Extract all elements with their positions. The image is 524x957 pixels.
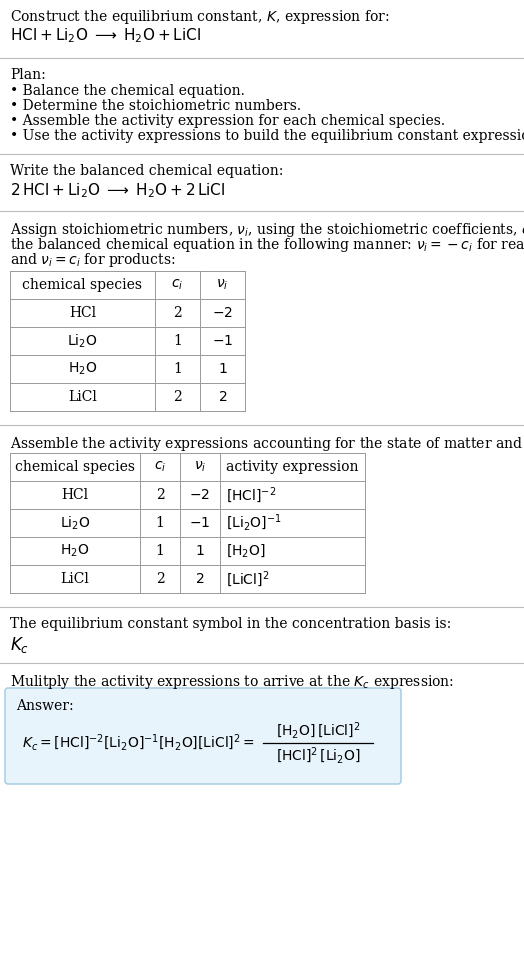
Text: $[\mathrm{LiCl}]^2$: $[\mathrm{LiCl}]^2$ <box>226 569 269 589</box>
Text: Assemble the activity expressions accounting for the state of matter and $\nu_i$: Assemble the activity expressions accoun… <box>10 435 524 453</box>
Text: 2: 2 <box>156 572 165 586</box>
Text: LiCl: LiCl <box>61 572 90 586</box>
FancyBboxPatch shape <box>5 688 401 784</box>
Text: Answer:: Answer: <box>16 699 74 713</box>
Text: Assign stoichiometric numbers, $\nu_i$, using the stoichiometric coefficients, $: Assign stoichiometric numbers, $\nu_i$, … <box>10 221 524 239</box>
Text: • Balance the chemical equation.: • Balance the chemical equation. <box>10 84 245 98</box>
Text: $-2$: $-2$ <box>212 306 233 320</box>
Text: Construct the equilibrium constant, $K$, expression for:: Construct the equilibrium constant, $K$,… <box>10 8 390 26</box>
Text: LiCl: LiCl <box>68 390 97 404</box>
Text: The equilibrium constant symbol in the concentration basis is:: The equilibrium constant symbol in the c… <box>10 617 451 631</box>
Text: 1: 1 <box>156 516 165 530</box>
Text: $1$: $1$ <box>195 544 205 558</box>
Text: $2\,\mathrm{HCl} + \mathrm{Li_2O} \;\longrightarrow\; \mathrm{H_2O} + 2\,\mathrm: $2\,\mathrm{HCl} + \mathrm{Li_2O} \;\lon… <box>10 181 225 200</box>
Text: chemical species: chemical species <box>15 460 135 474</box>
Text: HCl: HCl <box>69 306 96 320</box>
Text: $c_i$: $c_i$ <box>154 459 166 475</box>
Text: $\nu_i$: $\nu_i$ <box>194 459 206 475</box>
Text: $[\mathrm{Li_2O}]^{-1}$: $[\mathrm{Li_2O}]^{-1}$ <box>226 513 281 533</box>
Text: $\mathrm{H_2O}$: $\mathrm{H_2O}$ <box>68 361 97 377</box>
Text: • Assemble the activity expression for each chemical species.: • Assemble the activity expression for e… <box>10 114 445 128</box>
Text: $\nu_i$: $\nu_i$ <box>216 278 228 292</box>
Text: $K_c$: $K_c$ <box>10 635 29 655</box>
Text: $K_c = [\mathrm{HCl}]^{-2}[\mathrm{Li_2O}]^{-1}[\mathrm{H_2O}][\mathrm{LiCl}]^2 : $K_c = [\mathrm{HCl}]^{-2}[\mathrm{Li_2O… <box>22 733 255 753</box>
Text: $-1$: $-1$ <box>212 334 233 348</box>
Text: 1: 1 <box>156 544 165 558</box>
Text: Mulitply the activity expressions to arrive at the $K_c$ expression:: Mulitply the activity expressions to arr… <box>10 673 454 691</box>
Text: $[\mathrm{HCl}]^{-2}$: $[\mathrm{HCl}]^{-2}$ <box>226 485 276 505</box>
Text: and $\nu_i = c_i$ for products:: and $\nu_i = c_i$ for products: <box>10 251 176 269</box>
Text: $2$: $2$ <box>195 572 205 586</box>
Text: Write the balanced chemical equation:: Write the balanced chemical equation: <box>10 164 283 178</box>
Text: $\mathrm{Li_2O}$: $\mathrm{Li_2O}$ <box>67 332 97 349</box>
Text: 2: 2 <box>173 306 182 320</box>
Text: $1$: $1$ <box>217 362 227 376</box>
Text: 2: 2 <box>173 390 182 404</box>
Text: Plan:: Plan: <box>10 68 46 82</box>
Text: $-2$: $-2$ <box>190 488 211 502</box>
Text: $[\mathrm{H_2O}]$: $[\mathrm{H_2O}]$ <box>226 543 266 560</box>
Text: $\mathrm{Li_2O}$: $\mathrm{Li_2O}$ <box>60 514 90 532</box>
Text: • Use the activity expressions to build the equilibrium constant expression.: • Use the activity expressions to build … <box>10 129 524 143</box>
Text: the balanced chemical equation in the following manner: $\nu_i = -c_i$ for react: the balanced chemical equation in the fo… <box>10 236 524 254</box>
Text: $\mathrm{HCl} + \mathrm{Li_2O} \;\longrightarrow\; \mathrm{H_2O} + \mathrm{LiCl}: $\mathrm{HCl} + \mathrm{Li_2O} \;\longri… <box>10 26 201 45</box>
Text: • Determine the stoichiometric numbers.: • Determine the stoichiometric numbers. <box>10 99 301 113</box>
Text: $-1$: $-1$ <box>189 516 211 530</box>
Text: $2$: $2$ <box>218 390 227 404</box>
Text: HCl: HCl <box>61 488 89 502</box>
Text: $c_i$: $c_i$ <box>171 278 183 292</box>
Text: $\mathrm{H_2O}$: $\mathrm{H_2O}$ <box>60 543 90 559</box>
Text: 1: 1 <box>173 334 182 348</box>
Text: $[\mathrm{HCl}]^2\,[\mathrm{Li_2O}]$: $[\mathrm{HCl}]^2\,[\mathrm{Li_2O}]$ <box>276 746 361 767</box>
Text: 1: 1 <box>173 362 182 376</box>
Text: 2: 2 <box>156 488 165 502</box>
Text: $[\mathrm{H_2O}]\,[\mathrm{LiCl}]^2$: $[\mathrm{H_2O}]\,[\mathrm{LiCl}]^2$ <box>276 721 360 742</box>
Text: chemical species: chemical species <box>23 278 143 292</box>
Text: activity expression: activity expression <box>226 460 359 474</box>
